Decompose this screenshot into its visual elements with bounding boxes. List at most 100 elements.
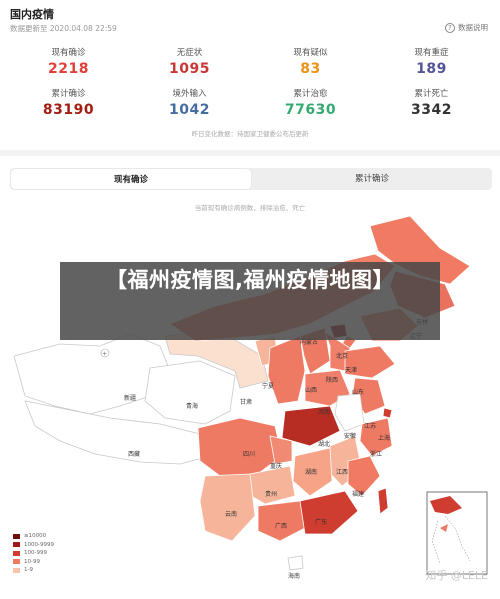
map-card: 吉林 辽宁 内蒙古 北京 天津 山西 宁夏 甘肃 青海 山东 陕西 西藏 河南 … [0, 156, 500, 599]
legend-item: 1000-9999 [13, 541, 54, 550]
region-qinghai [144, 360, 236, 425]
label-beijing: 北京 [336, 352, 348, 360]
stat-current-confirmed: 现有确诊 2218 [8, 46, 129, 77]
label-hubei: 湖北 [318, 440, 330, 448]
label-jiangxi: 江西 [336, 469, 348, 476]
question-icon: ? [445, 22, 455, 33]
legend-item: 1-9 [13, 566, 54, 575]
region-hunan [292, 447, 333, 497]
stat-value: 83190 [42, 102, 95, 118]
stat-total-confirmed: 累计确诊 83190 [8, 87, 129, 118]
stat-label: 累计死亡 [414, 89, 449, 99]
label-hunan: 湖南 [305, 468, 317, 476]
stat-severe: 现有重症 189 [371, 46, 492, 77]
stat-label: 现有疑似 [293, 48, 328, 58]
stat-value: 3342 [411, 102, 452, 118]
update-time: 数据更新至 2020.04.08 22:59 [10, 24, 117, 33]
legend-item: 10-99 [13, 558, 54, 567]
legend-label: 100-999 [24, 550, 47, 557]
svg-text:+: + [102, 351, 107, 358]
label-tianjin: 天津 [345, 367, 357, 374]
region-sichuan [197, 417, 283, 477]
label-henan: 河南 [318, 408, 330, 416]
region-anhui [334, 393, 365, 432]
region-shanghai [382, 407, 393, 419]
legend-swatch [13, 567, 20, 573]
label-anhui: 安徽 [344, 432, 356, 440]
legend-swatch [13, 550, 20, 556]
stat-value: 1095 [169, 61, 210, 77]
stat-suspected[interactable]: 现有疑似 83 [250, 46, 371, 77]
overlay-title: 【福州疫情图,福州疫情地图】 [106, 268, 394, 292]
label-zhejiang: 浙江 [370, 450, 382, 458]
region-zhejiang [359, 417, 393, 457]
label-ningxia: 宁夏 [262, 382, 274, 390]
stat-value: 189 [416, 61, 447, 77]
region-heilongjiang [369, 215, 471, 285]
region-yunnan [199, 473, 256, 542]
label-guangdong: 广东 [315, 518, 327, 526]
map-legend: ≥10000 1000-9999 100-999 10-99 1-9 [13, 532, 54, 575]
legend-swatch [13, 559, 20, 565]
region-chongqing [269, 435, 293, 465]
stats-grid: 现有确诊 2218 无症状 1095 现有疑似 83 现有重症 189 累计确诊 8319… [8, 46, 492, 118]
stat-label: 境外输入 [172, 89, 207, 99]
region-hainan [287, 555, 304, 571]
help-label: 数据说明 [458, 23, 488, 32]
stat-value: 77630 [284, 102, 337, 118]
tab-current-confirmed[interactable]: 现有确诊 [11, 169, 251, 189]
zoom-controls[interactable]: + [100, 348, 110, 358]
region-taiwan [377, 487, 389, 515]
label-shaanxi-alt: 陕西 [326, 376, 338, 384]
label-qinghai: 青海 [186, 402, 198, 410]
stat-label: 无症状 [176, 48, 203, 58]
legend-label: 1-9 [24, 567, 33, 574]
label-xizang: 西藏 [128, 450, 140, 458]
stat-value: 1042 [169, 102, 210, 118]
region-guangdong [299, 490, 359, 535]
china-epidemic-map[interactable]: 吉林 辽宁 内蒙古 北京 天津 山西 宁夏 甘肃 青海 山东 陕西 西藏 河南 … [0, 156, 500, 599]
legend-item: ≥10000 [13, 532, 54, 541]
stat-label: 现有重症 [414, 48, 449, 58]
region-hubei [281, 405, 341, 447]
legend-item: 100-999 [13, 549, 54, 558]
label-guizhou: 贵州 [265, 490, 277, 498]
region-hebei [324, 331, 351, 372]
data-help-link[interactable]: ? 数据说明 [445, 22, 488, 33]
tab-total-confirmed[interactable]: 累计确诊 [354, 174, 389, 184]
stat-value: 2218 [48, 61, 89, 77]
stat-label: 累计确诊 [51, 89, 86, 99]
label-shanghai: 上海 [378, 434, 390, 442]
region-shandong [344, 345, 396, 379]
label-sichuan: 四川 [243, 451, 255, 458]
stat-value: 83 [300, 61, 321, 77]
label-neimenggu: 内蒙古 [300, 338, 318, 346]
region-xizang [24, 400, 211, 465]
label-shanxi: 山西 [305, 386, 317, 394]
label-jiangsu: 江苏 [364, 422, 376, 430]
label-hainan: 海南 [288, 572, 300, 580]
label-yunnan: 云南 [225, 510, 237, 518]
legend-swatch [13, 542, 20, 548]
region-shaanxi [267, 335, 306, 405]
label-guangxi: 广西 [275, 522, 287, 530]
label-xinjiang: 新疆 [124, 394, 136, 402]
legend-swatch [13, 533, 20, 539]
south-sea-inset [426, 491, 488, 575]
stat-label: 现有确诊 [51, 48, 86, 58]
legend-label: ≥10000 [24, 533, 47, 540]
label-gansu: 甘肃 [240, 398, 252, 406]
stat-imported[interactable]: 境外输入 1042 [129, 87, 250, 118]
stat-deaths: 累计死亡 3342 [371, 87, 492, 118]
zhihu-watermark: 知乎 @LELE [425, 569, 488, 582]
label-fujian: 福建 [352, 490, 364, 498]
title-overlay-bg [60, 262, 440, 340]
map-tab-bar: 现有确诊 累计确诊 [10, 168, 492, 190]
label-chongqing: 重庆 [270, 462, 282, 470]
stat-label: 累计治愈 [293, 89, 328, 99]
stats-card: 国内疫情 数据更新至 2020.04.08 22:59 ? 数据说明 现有确诊 2… [0, 0, 500, 150]
stat-asymptomatic[interactable]: 无症状 1095 [129, 46, 250, 77]
map-caption: 当前现有确诊病例数，排除治愈、死亡 [194, 204, 306, 212]
region-guangxi [257, 500, 306, 542]
legend-label: 10-99 [24, 558, 40, 565]
